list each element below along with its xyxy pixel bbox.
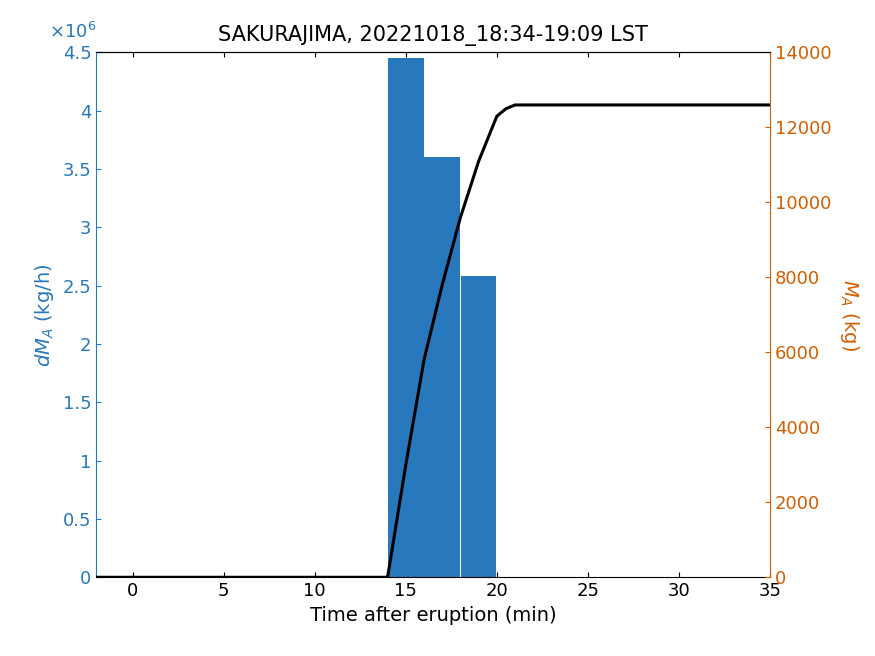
Text: $\times10^6$: $\times10^6$ — [49, 22, 96, 42]
Bar — [388, 58, 424, 577]
Y-axis label: $dM_A$ (kg/h): $dM_A$ (kg/h) — [32, 263, 56, 367]
Bar — [424, 157, 460, 577]
Y-axis label: $M_A$ (kg): $M_A$ (kg) — [838, 279, 861, 351]
X-axis label: Time after eruption (min): Time after eruption (min) — [310, 605, 556, 625]
Title: SAKURAJIMA, 20221018_18:34-19:09 LST: SAKURAJIMA, 20221018_18:34-19:09 LST — [218, 26, 648, 47]
Bar — [461, 276, 496, 577]
